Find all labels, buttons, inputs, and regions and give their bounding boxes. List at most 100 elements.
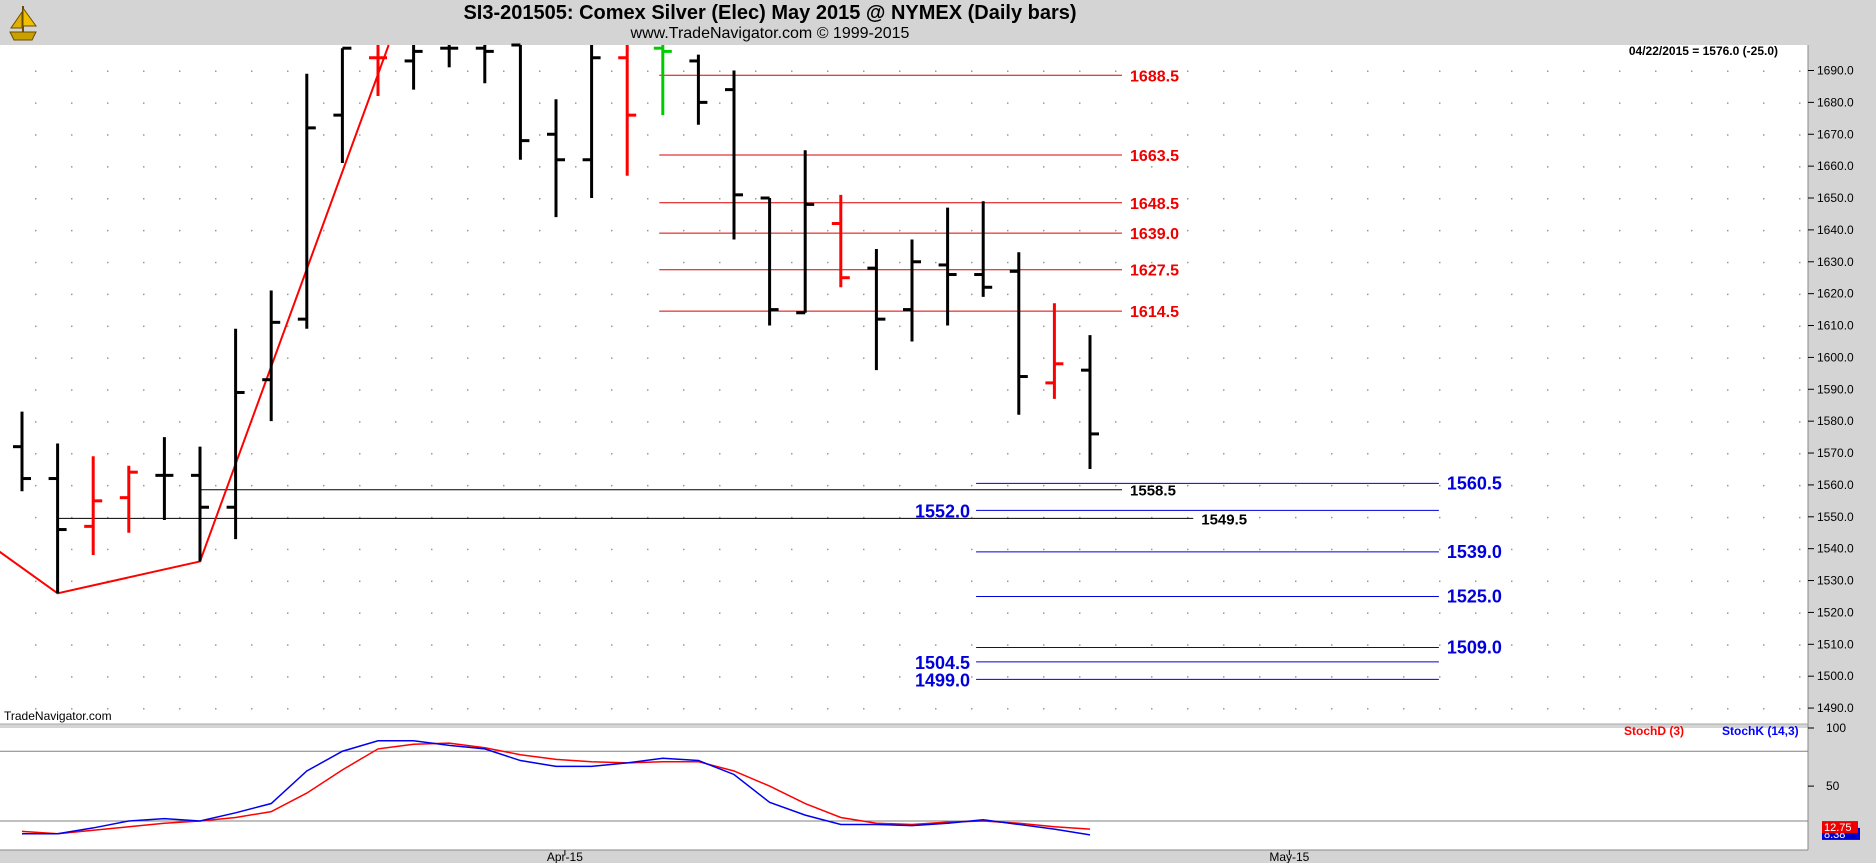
grid-dot (1799, 198, 1801, 200)
grid-dot (719, 357, 721, 359)
grid-dot (575, 644, 577, 646)
grid-dot (1583, 293, 1585, 296)
grid-dot (395, 548, 397, 551)
grid-dot (503, 293, 505, 296)
grid-dot (1367, 261, 1369, 264)
grid-dot (611, 102, 613, 104)
grid-dot (1295, 198, 1297, 200)
grid-dot (1331, 293, 1333, 296)
grid-dot (1619, 453, 1621, 455)
grid-dot (1331, 708, 1333, 710)
grid-dot (1691, 676, 1693, 678)
grid-dot (107, 357, 109, 359)
grid-dot (251, 134, 253, 136)
grid-dot (323, 229, 325, 232)
grid-dot (503, 612, 505, 614)
grid-dot (71, 548, 73, 551)
grid-dot (1007, 484, 1009, 487)
grid-dot (323, 548, 325, 551)
grid-dot (719, 166, 721, 168)
grid-dot (1799, 548, 1801, 551)
grid-dot (107, 229, 109, 232)
grid-dot (215, 676, 217, 678)
grid-dot (467, 453, 469, 455)
grid-dot (179, 357, 181, 359)
grid-dot (575, 70, 577, 73)
grid-dot (1115, 70, 1117, 73)
grid-dot (359, 453, 361, 455)
price-axis-label: 1490.0 (1817, 701, 1854, 715)
grid-dot (575, 261, 577, 264)
grid-dot (143, 516, 145, 519)
grid-dot (1511, 229, 1513, 232)
grid-dot (71, 198, 73, 200)
grid-dot (827, 229, 829, 232)
grid-dot (1439, 70, 1441, 73)
grid-dot (971, 453, 973, 455)
grid-dot (251, 484, 253, 487)
grid-dot (1727, 644, 1729, 646)
ohlc-bar (760, 196, 779, 326)
grid-dot (1475, 580, 1477, 583)
grid-dot (647, 293, 649, 296)
grid-dot (791, 676, 793, 678)
grid-dot (323, 516, 325, 519)
grid-dot (431, 229, 433, 232)
grid-dot (899, 166, 901, 168)
grid-dot (1331, 325, 1333, 328)
grid-dot (863, 166, 865, 168)
price-axis-label: 1530.0 (1817, 574, 1854, 588)
grid-dot (467, 516, 469, 519)
grid-dot (1115, 166, 1117, 168)
grid-dot (1079, 261, 1081, 264)
grid-dot (1367, 421, 1369, 423)
grid-dot (1115, 325, 1117, 328)
grid-dot (215, 261, 217, 264)
grid-dot (1547, 325, 1549, 328)
grid-dot (71, 389, 73, 391)
grid-dot (431, 548, 433, 551)
grid-dot (1727, 134, 1729, 136)
grid-dot (1079, 198, 1081, 200)
grid-dot (215, 357, 217, 359)
grid-dot (503, 580, 505, 583)
grid-dot (1619, 676, 1621, 678)
grid-dot (539, 229, 541, 232)
grid-dot (611, 229, 613, 232)
price-axis-label: 1600.0 (1817, 350, 1854, 364)
grid-dot (755, 325, 757, 328)
grid-dot (1151, 421, 1153, 423)
grid-dot (1583, 644, 1585, 646)
grid-dot (1691, 293, 1693, 296)
grid-dot (647, 421, 649, 423)
grid-dot (1547, 580, 1549, 583)
fibonacci-levels: 1688.5 1663.5 1648.5 1639.0 1627.5 1614.5 1558… (57, 68, 1502, 690)
grid-dot (1115, 516, 1117, 519)
grid-dot (1295, 229, 1297, 232)
grid-dot (431, 708, 433, 710)
grid-dot (791, 484, 793, 487)
ohlc-bar (974, 201, 993, 297)
grid-dot (683, 548, 685, 551)
grid-dot (359, 516, 361, 519)
grid-dot (251, 453, 253, 455)
grid-dot (1691, 166, 1693, 168)
grid-dot (827, 484, 829, 487)
grid-dot (1079, 421, 1081, 423)
grid-dot (1223, 357, 1225, 359)
grid-dot (1259, 166, 1261, 168)
grid-dot (1583, 229, 1585, 232)
grid-dot (683, 453, 685, 455)
grid-dot (1259, 580, 1261, 583)
grid-dot (395, 644, 397, 646)
grid-dot (575, 548, 577, 551)
grid-dot (107, 676, 109, 678)
chart-subtitle: www.TradeNavigator.com © 1999-2015 (630, 25, 910, 42)
grid-dot (1439, 261, 1441, 264)
grid-dot (611, 516, 613, 519)
grid-dot (431, 166, 433, 168)
grid-dot (863, 357, 865, 359)
grid-dot (1727, 548, 1729, 551)
grid-dot (1475, 676, 1477, 678)
grid-dot (935, 198, 937, 200)
